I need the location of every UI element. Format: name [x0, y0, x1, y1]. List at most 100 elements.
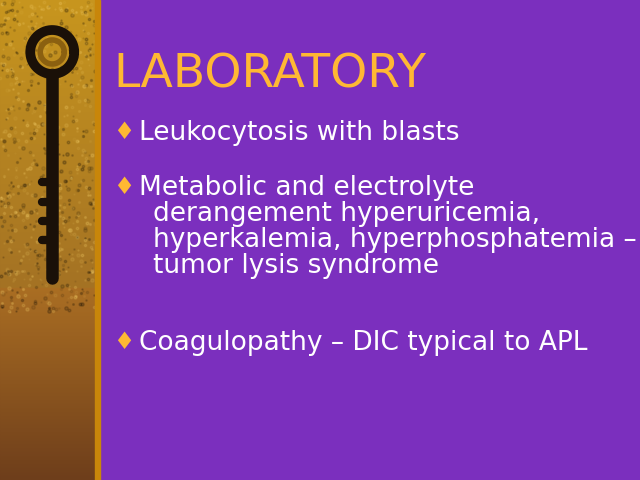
Bar	[0, 343, 95, 344]
Bar	[0, 38, 95, 39]
Bar	[0, 422, 95, 423]
Bar	[0, 10, 95, 11]
Bar	[0, 320, 95, 321]
Bar	[0, 19, 95, 20]
Bar	[0, 118, 95, 119]
Bar	[0, 465, 95, 466]
Bar	[0, 111, 95, 112]
Bar	[0, 234, 95, 235]
Bar	[0, 106, 95, 107]
Bar	[0, 157, 95, 158]
Bar	[0, 351, 95, 352]
Bar	[0, 305, 95, 306]
Bar	[0, 473, 95, 474]
Bar	[0, 379, 95, 380]
Bar	[0, 40, 95, 41]
Bar	[0, 377, 95, 378]
Bar	[0, 180, 95, 181]
Bar	[0, 103, 95, 104]
Bar	[0, 439, 95, 440]
Bar	[0, 454, 95, 455]
Bar	[0, 363, 95, 364]
Bar	[0, 96, 95, 97]
Bar	[0, 223, 95, 224]
Bar	[0, 394, 95, 395]
Bar	[0, 247, 95, 248]
Bar	[0, 188, 95, 189]
Bar	[0, 240, 95, 241]
Bar	[0, 267, 95, 268]
Bar	[0, 77, 95, 78]
Bar	[0, 407, 95, 408]
Bar	[0, 7, 95, 8]
Bar	[0, 32, 95, 33]
Bar	[0, 368, 95, 369]
Bar	[0, 25, 95, 26]
Bar	[0, 70, 95, 71]
Bar	[0, 340, 95, 341]
Bar	[0, 123, 95, 124]
Bar	[0, 236, 95, 237]
Bar	[0, 42, 95, 43]
Bar	[0, 356, 95, 357]
Bar	[0, 227, 95, 228]
Bar	[0, 196, 95, 197]
Bar	[0, 452, 95, 453]
Bar	[0, 185, 95, 186]
Bar	[0, 402, 95, 403]
Text: hyperkalemia, hyperphosphatemia –: hyperkalemia, hyperphosphatemia –	[153, 227, 637, 253]
Bar	[0, 192, 95, 193]
Bar	[0, 218, 95, 219]
Bar	[0, 467, 95, 468]
Bar	[0, 76, 95, 77]
Bar	[0, 365, 95, 366]
Bar	[0, 458, 95, 459]
Bar	[0, 205, 95, 206]
Bar	[0, 26, 95, 27]
Bar	[0, 414, 95, 415]
Bar	[0, 383, 95, 384]
Bar	[0, 139, 95, 140]
Bar	[0, 433, 95, 434]
Bar	[0, 331, 95, 332]
Bar	[0, 69, 95, 70]
Bar	[0, 184, 95, 185]
Bar	[0, 166, 95, 167]
Bar	[0, 384, 95, 385]
Bar	[0, 389, 95, 390]
Bar	[0, 48, 95, 49]
Bar	[0, 176, 95, 177]
Bar	[0, 215, 95, 216]
Bar	[0, 219, 95, 220]
Bar	[0, 195, 95, 196]
Bar	[0, 220, 95, 221]
Bar	[0, 271, 95, 272]
Bar	[0, 161, 95, 162]
Bar	[0, 385, 95, 386]
Bar	[0, 171, 95, 172]
Bar	[0, 124, 95, 125]
Bar	[0, 272, 95, 273]
Bar	[0, 306, 95, 307]
Bar	[0, 53, 95, 54]
Text: Coagulopathy – DIC typical to APL: Coagulopathy – DIC typical to APL	[139, 330, 588, 356]
Bar	[0, 297, 95, 298]
Bar	[0, 181, 95, 182]
Bar	[0, 137, 95, 138]
Bar	[0, 302, 95, 303]
Bar	[0, 51, 95, 52]
Bar	[0, 27, 95, 28]
Bar	[0, 310, 95, 311]
Bar	[0, 304, 95, 305]
Bar	[0, 115, 95, 116]
Bar	[0, 232, 95, 233]
Bar	[0, 30, 95, 31]
Bar	[0, 321, 95, 322]
Bar	[0, 333, 95, 334]
Bar	[0, 16, 95, 17]
Bar	[0, 293, 95, 294]
Bar	[0, 206, 95, 207]
Text: ♦: ♦	[113, 120, 134, 144]
Bar	[0, 88, 95, 89]
Bar	[0, 47, 95, 48]
